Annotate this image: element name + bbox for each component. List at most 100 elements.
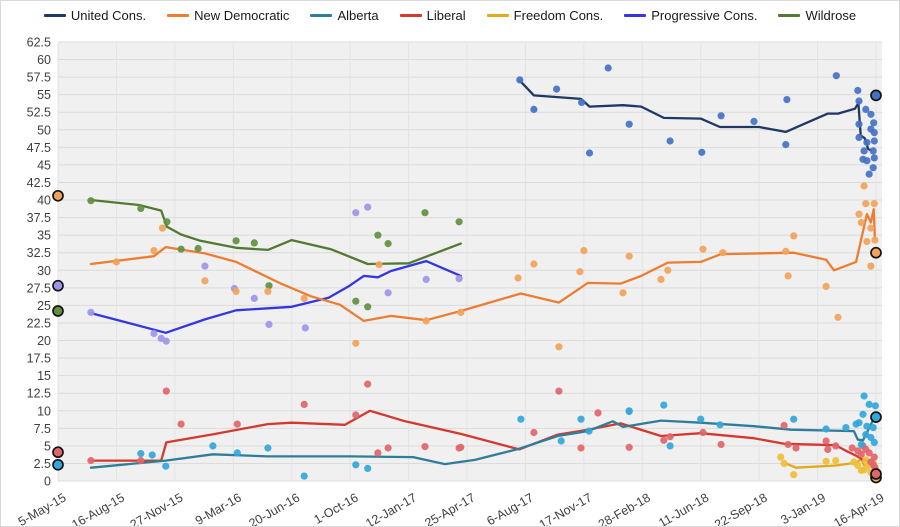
poll-dot [855,419,863,427]
poll-dot [625,407,633,416]
poll-dot [855,210,863,218]
poll-dot [364,203,372,211]
poll-dot [232,237,240,245]
poll-dot [699,245,707,253]
legend-item-new-democratic: New Democratic [167,8,289,23]
poll-dot [717,112,725,120]
poll-dot [530,428,538,437]
poll-dot [300,294,308,302]
poll-dot [664,266,672,274]
election-marker-new-democratic [870,246,882,259]
poll-dot [301,324,309,332]
legend-label: Liberal [426,8,466,23]
y-tick-label: 10 [37,404,51,418]
poll-dot [265,320,273,328]
poll-dot [352,461,360,469]
poll-dot [842,424,850,432]
poll-dot [374,231,382,239]
poll-dot [699,428,707,437]
poll-dot [177,420,185,428]
poll-dot [553,85,561,93]
poll-dot [784,272,792,280]
x-tick-label: 27-Nov-15 [128,490,186,527]
poll-dot [300,400,308,408]
poll-dot [137,457,145,465]
poll-dot [580,247,588,255]
poll-dot [860,147,868,155]
y-tick-label: 55 [37,88,51,102]
x-tick-label: 12-Jan-17 [363,490,419,527]
poll-dot [790,415,798,423]
poll-dot [158,224,166,232]
poll-dot [233,449,241,457]
poll-dots-wildrose [87,197,463,311]
poll-dot [163,218,171,226]
legend-item-united-cons: United Cons. [43,8,146,23]
y-tick-label: 47.5 [27,141,51,155]
poll-dot [352,209,360,217]
poll-dot [422,275,430,283]
poll-dot [352,339,360,347]
x-tick-label: 25-Apr-17 [422,490,477,527]
poll-dot [625,443,633,451]
poll-dot [657,275,665,283]
legend-line-swatch [43,14,66,17]
y-tick-label: 37.5 [27,211,51,225]
poll-dot [871,236,879,244]
poll-dot [857,218,865,227]
poll-dot [870,154,878,162]
poll-dot [782,247,790,255]
trend-line-progressive-cons [89,259,462,334]
poll-dot [162,337,170,345]
poll-dots-progressive-cons [87,203,463,345]
poll-dot [594,409,602,417]
poll-dot [585,427,593,435]
poll-dot [855,120,863,128]
poll-dot [860,392,868,400]
poll-dot [162,387,170,395]
y-tick-label: 15 [37,369,51,383]
poll-dot [457,308,465,316]
poll-dot [517,415,525,423]
poll-dot [384,240,392,248]
poll-dot [660,436,668,444]
x-tick-label: 1-Oct-16 [312,490,361,526]
poll-dot [250,239,258,247]
poll-dot [867,262,875,270]
poll-dot [857,440,865,449]
poll-dot [137,204,145,213]
poll-dot [870,438,878,446]
poll-dot [177,245,185,253]
legend-item-liberal: Liberal [399,8,466,23]
y-tick-label: 17.5 [27,352,51,366]
poll-dot [585,149,594,157]
poll-dot [865,400,873,408]
poll-dot [201,262,209,270]
poll-dot [352,411,360,419]
poll-dot [194,244,202,253]
poll-dot [530,260,538,268]
legend-line-swatch [778,14,801,17]
y-tick-label: 42.5 [27,176,51,190]
poll-dot [870,137,878,145]
poll-dot [619,289,627,297]
election-marker-alberta [870,411,882,423]
legend-label: Freedom Cons. [513,8,604,23]
poll-dot [859,410,867,418]
poll-dots-new-democratic [112,182,879,351]
poll-dot [865,449,873,457]
poll-dot [364,380,372,388]
y-tick-label: 45 [37,158,51,172]
poll-dot [384,444,392,452]
poll-dot [576,268,584,276]
legend-line-swatch [310,14,333,17]
poll-dot [455,218,463,226]
y-tick-label: 35 [37,229,51,243]
poll-dot [148,451,156,459]
poll-dot [150,247,158,255]
poll-dot [870,453,878,461]
y-tick-label: 25 [37,299,51,313]
election-markers [52,89,882,484]
y-tick-label: 40 [37,194,51,208]
